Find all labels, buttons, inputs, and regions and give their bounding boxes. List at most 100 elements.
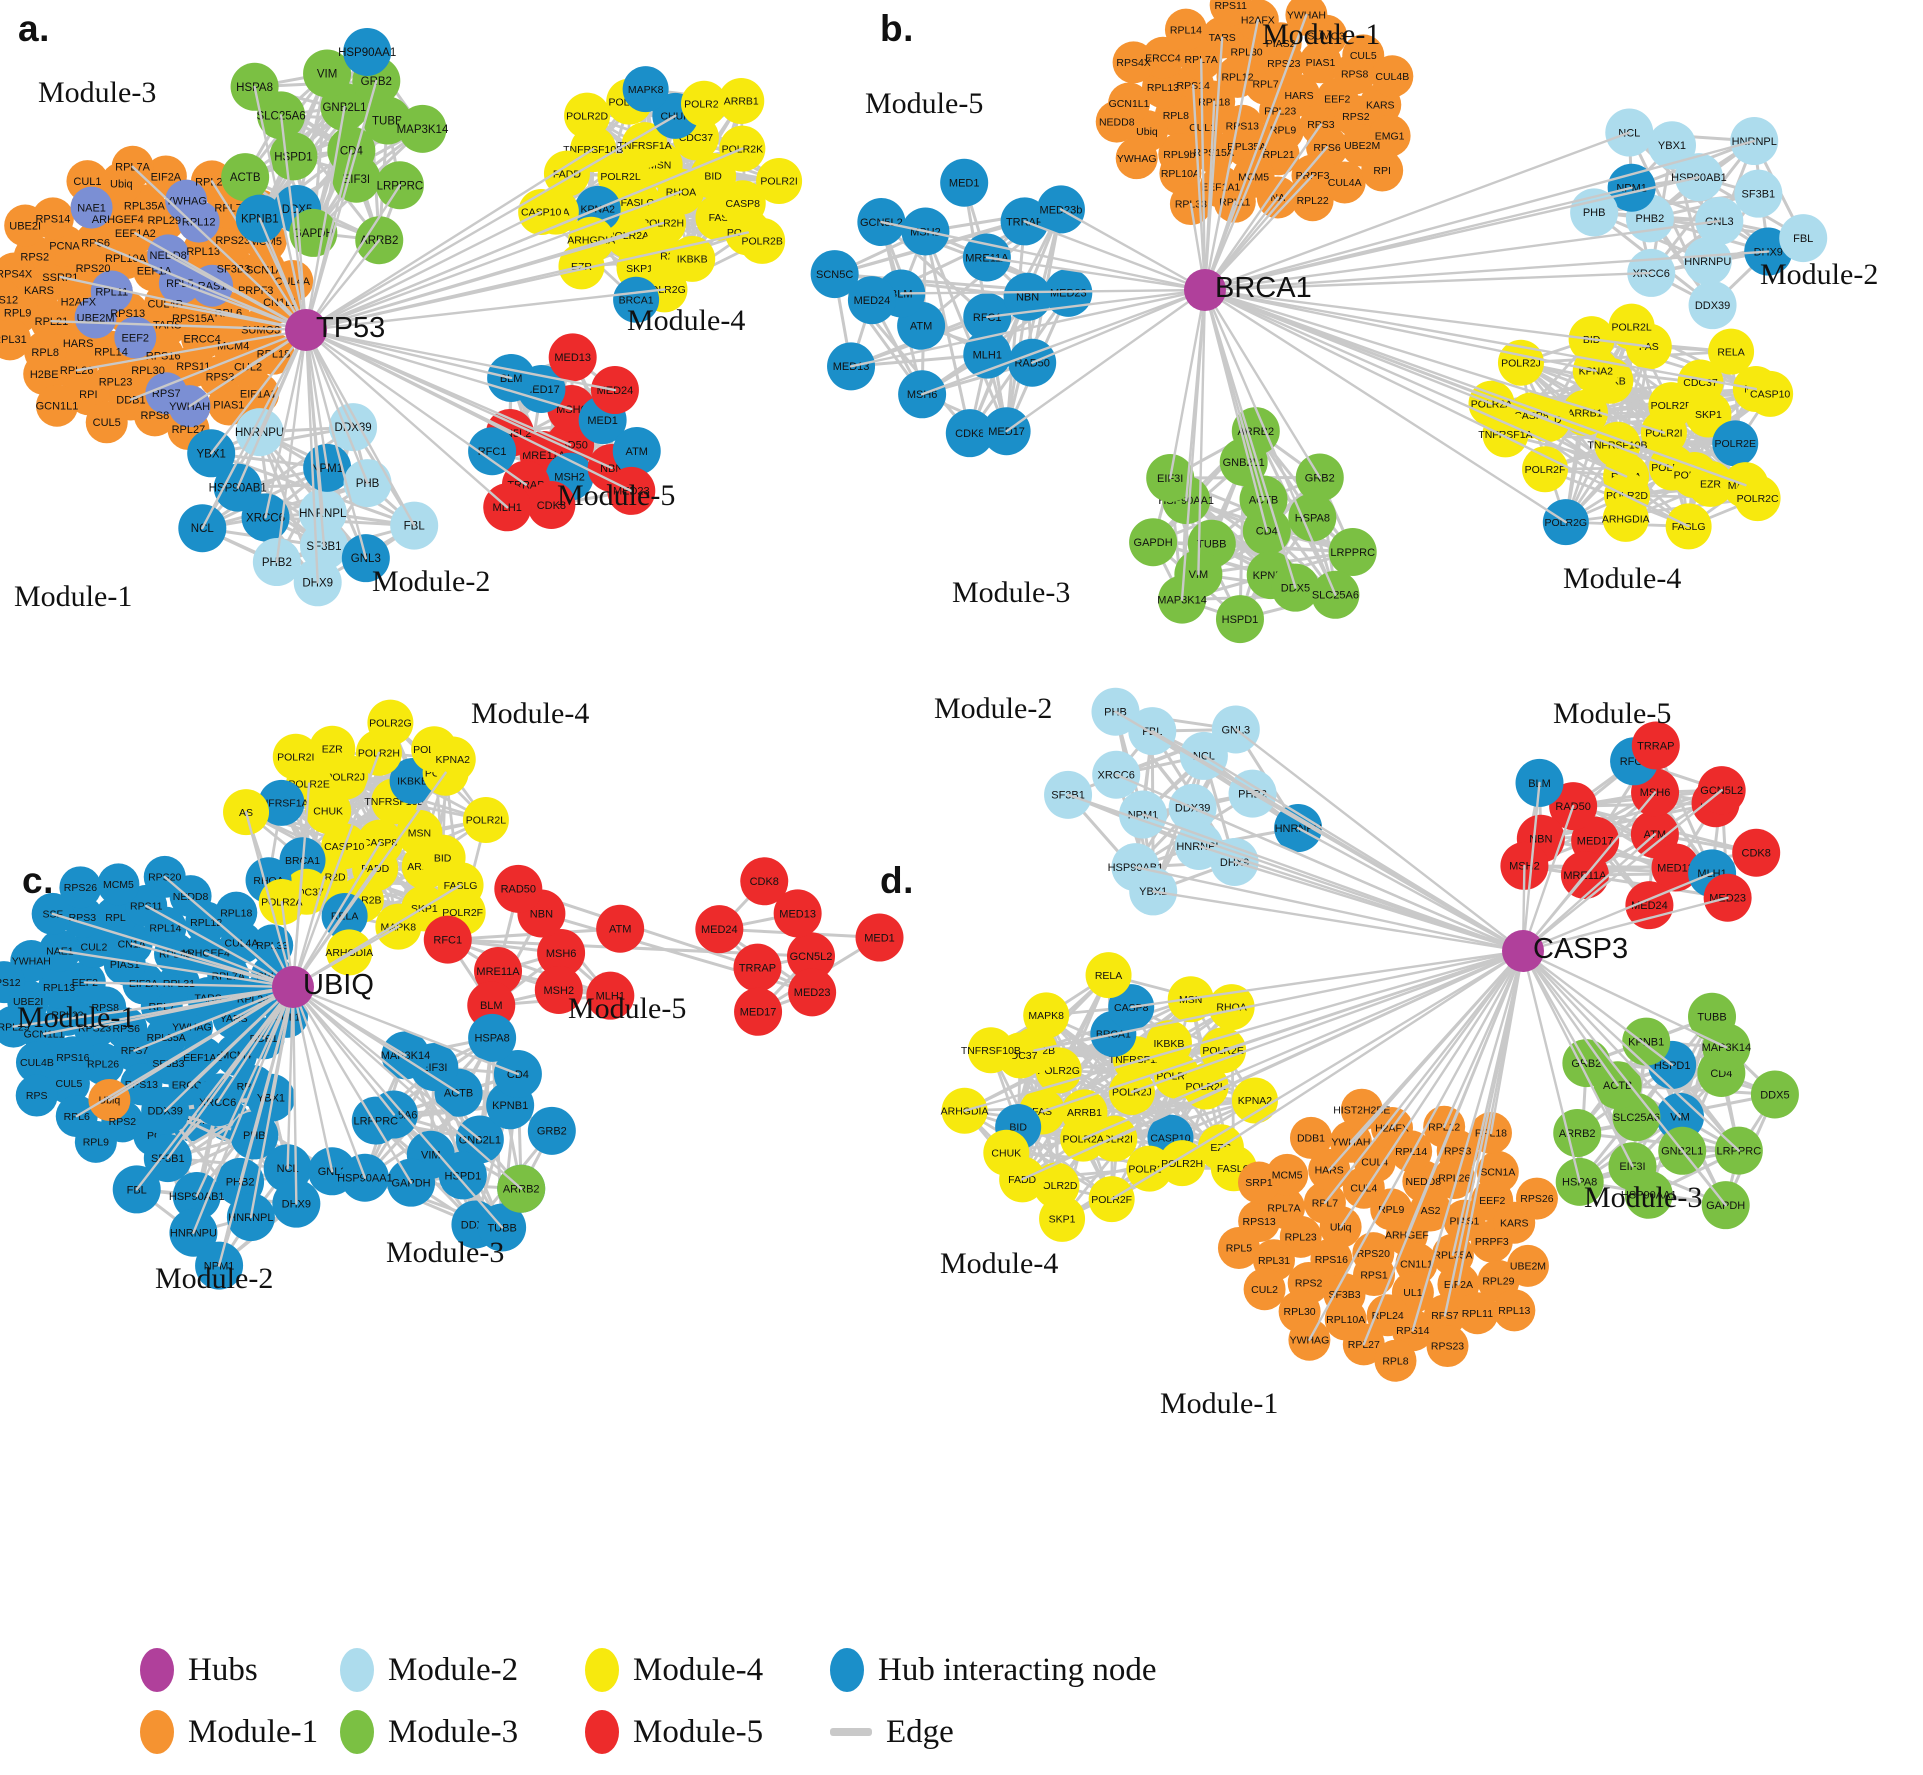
node-label: RPS23	[1431, 1341, 1464, 1353]
c-m5b-MED24[interactable]: MED24	[695, 905, 744, 954]
d-m3-HSP90AA1[interactable]: HSP90AA1	[1621, 1170, 1677, 1219]
node-circle	[4, 204, 47, 247]
hub-node-circle[interactable]	[1502, 930, 1544, 972]
a-m5-ATM[interactable]: ATM	[612, 427, 661, 476]
legend-label-module-1: Module-1	[188, 1713, 319, 1750]
a-m4-POLR2J[interactable]: POLR2J	[681, 80, 728, 127]
node-label: BLM	[480, 1000, 503, 1012]
d-m3-DDX5[interactable]: DDX5	[1750, 1070, 1799, 1119]
node-circle	[1631, 721, 1680, 770]
d-m5-CDK8[interactable]: CDK8	[1732, 828, 1781, 877]
c-m5a-ATM[interactable]: ATM	[596, 904, 645, 953]
edge	[135, 985, 295, 1191]
edge	[1203, 288, 1597, 372]
a-m5-MED13[interactable]: MED13	[548, 333, 597, 382]
node-circle	[215, 891, 258, 934]
c-m4-POLR2G[interactable]: POLR2G	[367, 699, 414, 746]
node-circle	[1687, 460, 1734, 507]
node-circle	[945, 409, 994, 458]
d-m5-MED13[interactable]: MED13	[1651, 843, 1700, 892]
c-m4-POLR2I[interactable]: POLR2I	[272, 733, 319, 780]
node-label: RPS26	[64, 882, 97, 894]
b-m5-SCN5C[interactable]: SCN5C	[810, 250, 859, 299]
d-m4-TNFRSF10B[interactable]: TNFRSF10B	[961, 1027, 1021, 1074]
a-m3-ACTB[interactable]: ACTB	[221, 153, 270, 202]
d-m4-SKP1[interactable]: SKP1	[1039, 1195, 1086, 1242]
edge	[1203, 36, 1224, 292]
a-m4-POLR2I[interactable]: POLR2I	[756, 158, 803, 205]
hub-node-circle[interactable]	[272, 966, 314, 1008]
a-m4-MAPK8[interactable]: MAPK8	[622, 66, 669, 113]
b-m5-MED1[interactable]: MED1	[940, 158, 989, 207]
d-m3-ARRB2[interactable]: ARRB2	[1553, 1109, 1602, 1158]
node-label: RPL22	[1297, 195, 1329, 207]
c-m5b-MED23[interactable]: MED23	[788, 968, 837, 1017]
d-m5-TRRAP[interactable]: TRRAP	[1631, 721, 1680, 770]
b-m5-CDK8[interactable]: CDK8	[945, 409, 994, 458]
b-m4-POLR2F[interactable]: POLR2F	[1522, 446, 1569, 493]
b-m2-YBX1[interactable]: YBX1	[1648, 121, 1697, 170]
node-circle	[74, 1120, 117, 1163]
c-m4-KPNA2[interactable]: KPNA2	[429, 736, 476, 783]
d-m4-MAPK8[interactable]: MAPK8	[1023, 992, 1070, 1039]
b-m4-CDC37[interactable]: CDC37	[1677, 359, 1724, 406]
b-m3-LRPPRC[interactable]: LRPPRC	[1328, 528, 1377, 577]
d-m3-TUBB[interactable]: TUBB	[1688, 992, 1737, 1041]
b-m4-POLR2C[interactable]: POLR2C	[1734, 475, 1781, 522]
a-m4-POLR2B[interactable]: POLR2B	[739, 217, 786, 264]
d-m4-KPNA2[interactable]: KPNA2	[1231, 1077, 1278, 1124]
c-m5a-RFC1[interactable]: RFC1	[423, 915, 472, 964]
hub-node-circle[interactable]	[1184, 269, 1226, 311]
c-m5b-CDK8[interactable]: CDK8	[740, 857, 789, 906]
d-m4-POLR2H[interactable]: POLR2H	[1159, 1140, 1206, 1187]
a-m4-BRCA1[interactable]: BRCA1	[613, 276, 660, 323]
a-m3-VIM[interactable]: VIM	[303, 49, 352, 98]
a-m4-ARRB1[interactable]: ARRB1	[718, 77, 765, 124]
c-m5b-GCN5L2[interactable]: GCN5L2	[786, 932, 835, 981]
b-m4-ARHGDIA[interactable]: ARHGDIA	[1602, 495, 1650, 542]
c-m5b-MED17[interactable]: MED17	[734, 987, 783, 1036]
b-m2-FBL[interactable]: FBL	[1779, 214, 1828, 263]
c-m5a-MLH1[interactable]: MLH1	[586, 971, 635, 1020]
b-m4-CASP10[interactable]: CASP10	[1747, 370, 1794, 417]
a-m5-CDK8[interactable]: CDK8	[527, 481, 576, 530]
d-m4-RELA[interactable]: RELA	[1085, 952, 1132, 999]
edge	[1130, 949, 1525, 1009]
c-m4-EZR[interactable]: EZR	[309, 725, 356, 772]
c-m3-HSPA8[interactable]: HSPA8	[468, 1013, 517, 1062]
b-m2-SF3B1[interactable]: SF3B1	[1734, 169, 1783, 218]
c-m4-POLR2L[interactable]: POLR2L	[462, 797, 509, 844]
c-m3-GRB2[interactable]: GRB2	[527, 1106, 576, 1155]
hub-node-circle[interactable]	[285, 309, 327, 351]
c-m5a-MSH6[interactable]: MSH6	[537, 928, 586, 977]
node-label: RPL9b	[1163, 149, 1195, 161]
b-m2-DDX39[interactable]: DDX39	[1688, 281, 1737, 330]
c-m5a-RAD50[interactable]: RAD50	[494, 864, 543, 913]
c-m5b-TRRAP[interactable]: TRRAP	[733, 943, 782, 992]
a-m3-HSP90AA1[interactable]: HSP90AA1	[338, 27, 396, 76]
b-m2-HNRNPU[interactable]: HNRNPU	[1683, 236, 1732, 285]
c-m5a-MSH2[interactable]: MSH2	[534, 965, 583, 1014]
b-m4-EZR[interactable]: EZR	[1687, 460, 1734, 507]
c-m3-LRPPRC[interactable]: LRPPRC	[351, 1096, 400, 1145]
a-m5-RFC1[interactable]: RFC1	[468, 427, 517, 476]
c-m3-HSPD1[interactable]: HSPD1	[438, 1151, 487, 1200]
b-m5-NBN[interactable]: NBN	[1003, 272, 1052, 321]
b-m3-GAPDH[interactable]: GAPDH	[1129, 518, 1178, 567]
node-label: HARS	[1284, 90, 1313, 102]
a-m4-TNFRSF1A[interactable]: TNFRSF1A	[618, 122, 672, 169]
legend-item-module-4: Module-4	[585, 1648, 830, 1692]
b-m4-POLR2L[interactable]: POLR2L	[1608, 303, 1655, 350]
node-label: CDK8	[1742, 848, 1771, 860]
b-m5-MED24[interactable]: MED24	[847, 276, 896, 325]
a-m3-HSPD1[interactable]: HSPD1	[269, 132, 318, 181]
c-m5b-MED1[interactable]: MED1	[855, 913, 904, 962]
b-m4-RELA[interactable]: RELA	[1708, 328, 1755, 375]
b-m4-POLR2E[interactable]: POLR2E	[1712, 420, 1759, 467]
b-m4-POLR2J[interactable]: POLR2J	[1497, 339, 1544, 386]
b-m3-HSPD1[interactable]: HSPD1	[1215, 595, 1264, 644]
a-m4-POLR2D[interactable]: POLR2D	[564, 92, 611, 139]
edge	[1023, 220, 1207, 292]
c-m5b-MED13[interactable]: MED13	[773, 889, 822, 938]
a-m3-MAP3K14[interactable]: MAP3K14	[397, 104, 449, 153]
